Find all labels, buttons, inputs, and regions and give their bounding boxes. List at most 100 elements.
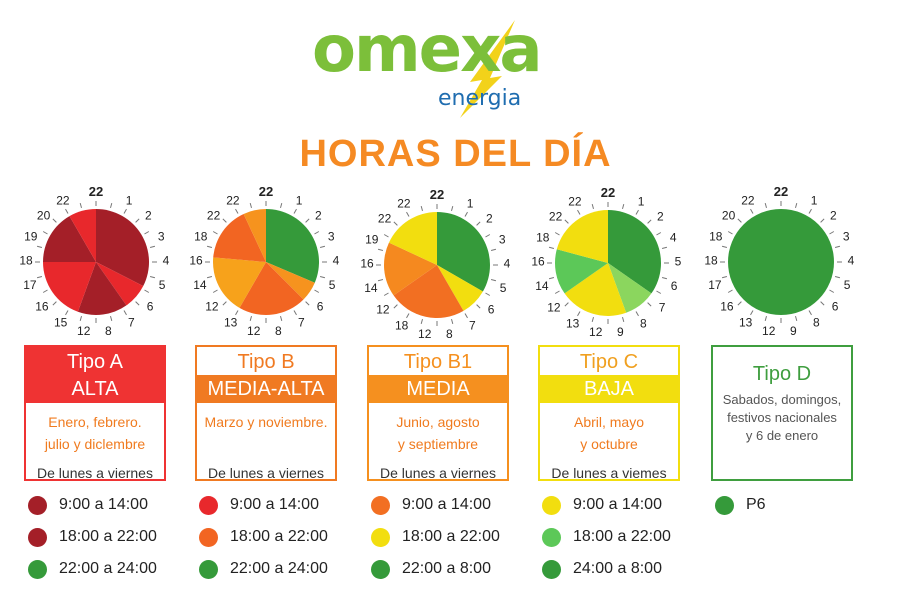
clock-tick <box>820 218 825 223</box>
clock-label: 16 <box>720 299 734 313</box>
clock-tick <box>65 208 69 214</box>
tariff-months: Enero, febrero. julio y diclembre <box>44 414 146 452</box>
tariff-type: Tipo D <box>752 363 812 385</box>
clock-tick <box>65 310 69 316</box>
clock-label: 7 <box>128 315 135 329</box>
page-title: HORAS DEL DÍA <box>299 133 612 175</box>
clock-tick <box>420 205 423 212</box>
clock-tick <box>795 202 798 209</box>
omexa-logo: omexa energia <box>310 13 543 118</box>
clock-label: 16 <box>360 257 374 271</box>
tariff-level: MEDIA-ALTA <box>197 375 335 403</box>
clock-label: 6 <box>488 302 495 316</box>
tariff-days: De lunes a viemes <box>551 465 667 481</box>
clock-label: 9 <box>617 325 624 339</box>
clock-tick <box>79 202 82 209</box>
clock-label: 22 <box>741 193 755 207</box>
logo-brand: omexa <box>312 13 543 87</box>
clock-tick <box>451 205 454 212</box>
clock-label: 22 <box>568 194 582 208</box>
clock-tick <box>721 276 728 279</box>
clock-label: 12 <box>247 324 261 338</box>
tariff-months: Abril, mayo y octubre <box>573 414 645 452</box>
pie-slice <box>437 265 483 311</box>
legend-item: P6 <box>715 489 766 521</box>
clock-tick <box>249 315 252 322</box>
clock-tick <box>305 218 310 223</box>
clock-tick <box>212 231 218 235</box>
pie-slice <box>213 213 266 262</box>
legend-text: 18:00 a 22:00 <box>230 528 328 545</box>
clock-tick <box>123 208 127 214</box>
pie-slice <box>555 249 608 294</box>
clock-label: 1 <box>638 194 645 208</box>
legend-text: 22:00 a 24:00 <box>230 560 328 577</box>
legend-item: 9:00 a 14:00 <box>28 489 157 521</box>
clock-label: 5 <box>159 278 166 292</box>
clock-label: 8 <box>446 327 453 341</box>
clock-tick <box>406 313 410 319</box>
clock-tick <box>727 289 733 293</box>
legend-2: 9:00 a 14:00 18:00 a 22:00 22:00 a 24:00 <box>199 489 328 585</box>
pie-slice <box>266 209 319 283</box>
pie-slice <box>384 242 437 296</box>
clock-label: 18 <box>536 231 550 245</box>
clock-label: 13 <box>739 315 753 329</box>
legend-dot-icon <box>542 559 561 579</box>
clock-tick <box>485 234 491 238</box>
pie-slice <box>556 210 608 263</box>
legend-item: 18:00 a 22:00 <box>371 521 500 553</box>
clock-tick <box>206 245 213 248</box>
legend-item: 18:00 a 22:00 <box>28 521 157 553</box>
tariff-box-5: Tipo D Sabados, domingos, festivos nacion… <box>711 345 853 481</box>
tariff-months: Marzo y noviembre. <box>204 414 328 430</box>
clock-tick <box>314 231 320 235</box>
tariff-type: Tipo A <box>26 347 164 375</box>
clock-tick <box>464 211 468 217</box>
legend-item: 22:00 a 24:00 <box>28 553 157 585</box>
clock-label: 1 <box>467 196 474 210</box>
clock-tick <box>635 209 639 215</box>
clock-tick <box>377 279 384 282</box>
tariff-days: De lunes a viernes <box>208 465 324 481</box>
pie-slice <box>608 210 661 294</box>
clock-label: 22 <box>430 187 444 202</box>
logo-sub: energia <box>438 86 522 111</box>
clock-label: 6 <box>147 299 154 313</box>
legend-text: 22:00 a 8:00 <box>402 560 491 577</box>
clock-tick <box>554 232 560 236</box>
clock-label: 22 <box>774 184 788 199</box>
clock-tick <box>144 289 150 293</box>
clock-label: 3 <box>158 230 165 244</box>
legend-text: 18:00 a 22:00 <box>573 528 671 545</box>
legend-dot-icon <box>199 495 218 515</box>
pie-slice <box>212 257 266 308</box>
clock-label: 22 <box>259 184 273 199</box>
clock-label: 16 <box>189 254 203 268</box>
legend-text: P6 <box>746 496 766 513</box>
clock-label: 8 <box>105 324 112 338</box>
legend-dot-icon <box>542 527 561 547</box>
clock-tick <box>554 290 560 294</box>
tariff-box-2: Tipo B MEDIA-ALTA Marzo y noviembre. De lun… <box>195 345 337 481</box>
clock-label: 2 <box>486 212 493 226</box>
pie-slice <box>77 262 127 315</box>
clock-tick <box>52 218 57 223</box>
clock-label: 6 <box>671 279 678 293</box>
legend-5: P6 <box>715 489 766 521</box>
clock-label: 8 <box>640 316 647 330</box>
legend-dot-icon <box>371 527 390 547</box>
legend-item: 9:00 a 14:00 <box>542 489 671 521</box>
clock-tick <box>591 316 594 323</box>
pie-slice <box>728 209 834 315</box>
pie-slice <box>239 262 304 315</box>
clock-label: 1 <box>811 193 818 207</box>
clock-tick <box>42 231 48 235</box>
clock-label: 18 <box>709 230 723 244</box>
clock-tick <box>656 232 662 236</box>
tariff-days: De lunes a viernes <box>380 465 496 481</box>
